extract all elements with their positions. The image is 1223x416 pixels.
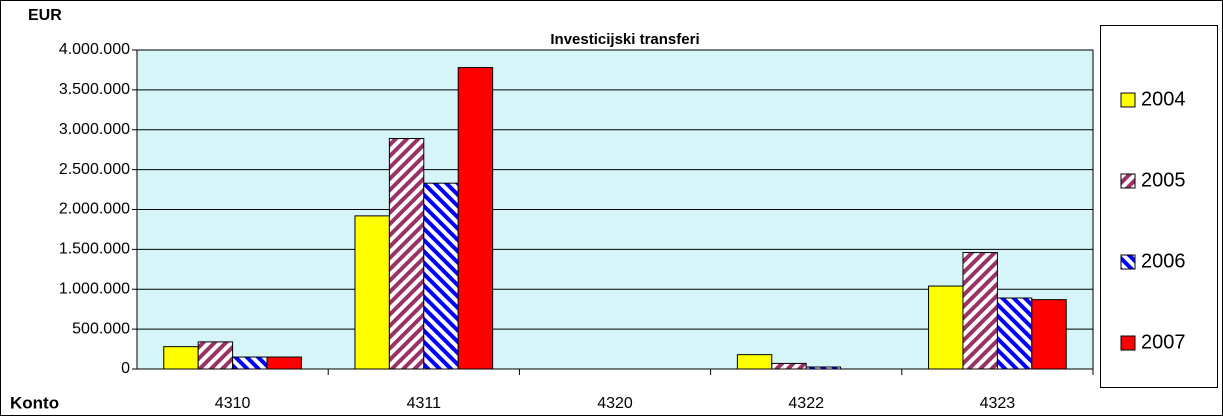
x-tick-label: 4323	[980, 395, 1016, 412]
bar	[232, 356, 268, 370]
bar	[928, 285, 964, 370]
legend-swatch	[1120, 92, 1136, 108]
legend-swatch	[1120, 335, 1136, 351]
bar	[996, 297, 1033, 370]
bar	[354, 215, 390, 370]
bar	[1031, 299, 1067, 370]
legend-swatch	[1120, 254, 1136, 270]
bar	[197, 341, 234, 370]
x-tick-label: 4320	[597, 395, 633, 412]
y-tick-label: 3.000.000	[59, 121, 130, 138]
bar	[266, 356, 302, 370]
legend-label: 2007	[1141, 331, 1186, 353]
legend-label: 2006	[1141, 250, 1186, 272]
y-tick-label: 1.500.000	[59, 241, 130, 258]
x-tick-label: 4310	[215, 395, 251, 412]
y-tick-label: 2.500.000	[59, 161, 130, 178]
y-axis-label: EUR	[28, 7, 62, 24]
y-tick-label: 2.000.000	[59, 201, 130, 218]
legend-swatch	[1120, 173, 1136, 189]
legend-label: 2005	[1141, 169, 1186, 191]
bar	[457, 67, 494, 370]
bar	[805, 366, 842, 370]
x-axis-label: Konto	[10, 393, 59, 412]
x-tick-label: 4311	[407, 395, 442, 412]
x-tick-label: 4322	[788, 395, 824, 412]
bar	[388, 138, 425, 370]
y-tick-label: 3.500.000	[59, 81, 130, 98]
y-tick-label: 4.000.000	[59, 41, 130, 58]
bar	[736, 354, 773, 370]
bar	[423, 182, 459, 370]
bar	[962, 252, 998, 370]
y-tick-label: 0	[121, 360, 130, 377]
plot-border	[136, 49, 1094, 370]
bar	[771, 362, 807, 370]
chart-title: Investicijski transferi	[550, 31, 699, 48]
legend-box	[1100, 25, 1218, 388]
bar	[163, 346, 199, 370]
legend-label: 2004	[1141, 88, 1186, 110]
y-tick-label: 1.000.000	[59, 280, 130, 297]
y-tick-label: 500.000	[72, 320, 130, 337]
